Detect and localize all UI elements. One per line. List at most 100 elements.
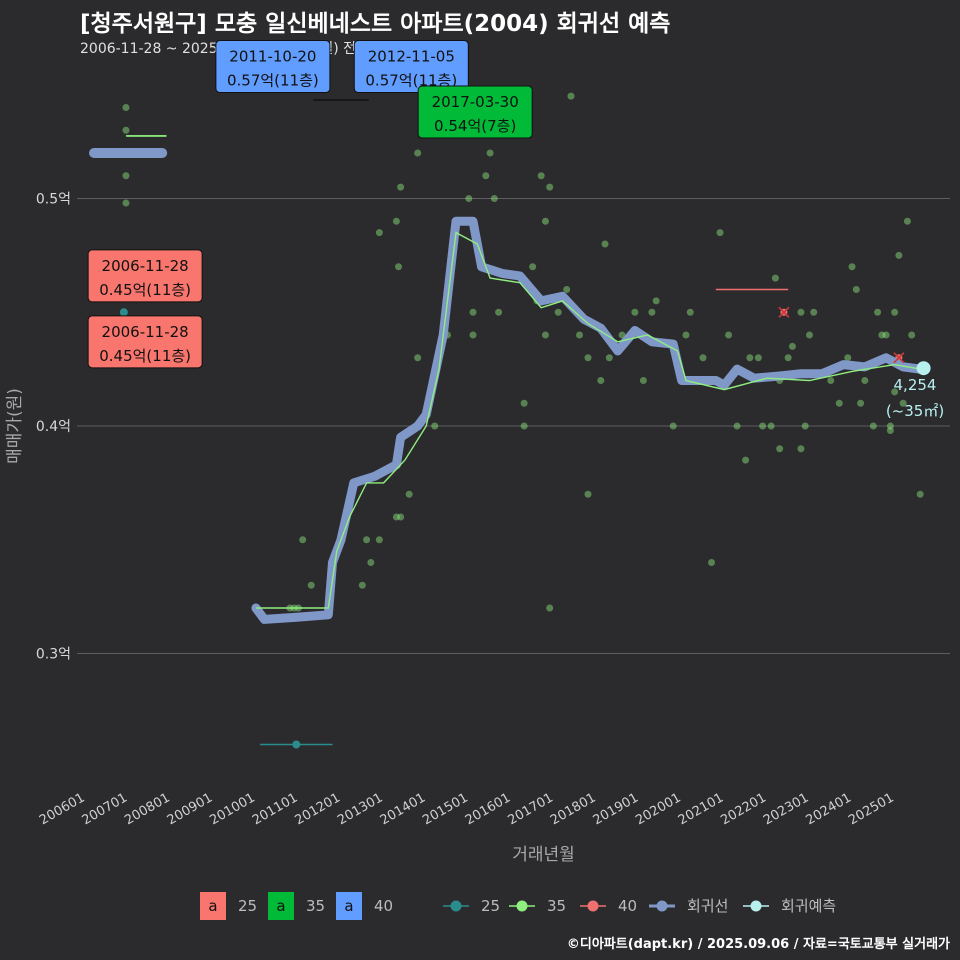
data-point-35 — [601, 240, 609, 248]
data-point-35 — [397, 183, 405, 191]
data-point-35 — [699, 354, 707, 362]
data-point-35 — [405, 490, 413, 498]
data-point-35 — [861, 377, 869, 384]
data-point-35 — [486, 149, 494, 157]
data-point-35 — [903, 217, 911, 225]
x-tick-label: 201501 — [420, 790, 470, 828]
data-point-35 — [882, 331, 890, 339]
data-point-35 — [891, 308, 899, 316]
data-marker-40 — [778, 306, 790, 318]
data-point-35 — [746, 354, 754, 362]
x-axis-title: 거래년월 — [512, 845, 575, 865]
annotation-price: 0.54억(7층) — [434, 117, 516, 135]
y-tick-label: 0.5억 — [36, 192, 71, 208]
legend-dot-25 — [450, 900, 462, 912]
x-tick-label: 202501 — [846, 790, 896, 828]
data-point-35 — [414, 149, 422, 157]
data-point-35 — [363, 536, 371, 544]
chart-title: [청주서원구] 모충 일신베네스트 아파트(2004) 회귀선 예측 — [80, 11, 671, 37]
data-point-35 — [576, 331, 584, 339]
trend-line-35 — [255, 231, 921, 609]
annotation-box-40: 2011-10-20 0.57억(11층) — [215, 40, 331, 94]
data-point-35 — [805, 331, 813, 339]
x-tick-label: 201201 — [293, 790, 343, 828]
legend-dot-40 — [587, 900, 599, 912]
data-point-35 — [916, 490, 924, 498]
data-point-35 — [788, 342, 796, 350]
data-point-35 — [392, 217, 400, 225]
data-point-35 — [895, 251, 903, 259]
legend-line-label: 회귀선 — [687, 897, 728, 915]
data-point-35 — [857, 399, 865, 407]
data-point-35 — [414, 354, 422, 362]
data-point-35 — [810, 308, 818, 316]
data-point-35 — [520, 422, 528, 430]
data-point-35 — [397, 513, 405, 521]
legend-key-box-35 — [268, 892, 294, 920]
x-tick-label: 200701 — [80, 790, 130, 828]
x-tick-label: 201001 — [207, 790, 257, 828]
data-point-35 — [541, 331, 549, 339]
y-tick-label: 0.3억 — [36, 647, 71, 663]
regression-line — [251, 216, 925, 624]
data-point-35 — [529, 263, 537, 271]
data-point-35 — [469, 331, 477, 339]
annotation-date: 2006-11-28 — [102, 257, 189, 275]
data-point-35 — [725, 331, 733, 339]
forecast-area-label: (~35㎡) — [886, 402, 944, 420]
annotation-date: 2011-10-20 — [229, 48, 316, 66]
legend-key-box-40 — [336, 892, 362, 920]
data-point-35 — [899, 399, 907, 407]
annotation-bg — [417, 85, 533, 139]
y-axis-title: 매매가(원) — [5, 388, 25, 464]
forecast-value-label: 4,254 — [894, 376, 937, 394]
legend-key-glyph: a — [344, 897, 353, 915]
data-point-35 — [307, 581, 315, 589]
data-point-25 — [119, 308, 128, 317]
annotation-bg — [215, 40, 331, 94]
annotation-date: 2006-11-28 — [102, 323, 189, 341]
legend-line-label: 회귀예측 — [781, 897, 836, 915]
data-point-35 — [759, 422, 767, 430]
annotation-price: 0.57억(11층) — [365, 72, 457, 90]
data-point-35 — [605, 354, 613, 362]
x-tick-label: 201101 — [250, 790, 300, 828]
data-point-35 — [869, 422, 877, 430]
chart-caption: ©디아파트(dapt.kr) / 2025.09.06 / 자료=국토교통부 실… — [566, 937, 950, 952]
data-point-35 — [465, 195, 473, 202]
annotation-bg — [353, 40, 469, 94]
data-point-35 — [122, 172, 130, 180]
data-point-35 — [367, 559, 375, 566]
annotation-price: 0.45억(11층) — [99, 281, 191, 299]
data-point-35 — [852, 286, 860, 293]
data-point-35 — [631, 308, 639, 316]
data-point-35 — [716, 229, 724, 237]
data-point-35 — [891, 388, 899, 396]
data-point-35 — [122, 199, 130, 207]
data-point-35 — [797, 308, 805, 316]
x-tick-label: 201901 — [591, 790, 641, 828]
data-point-35 — [648, 308, 656, 316]
data-point-35 — [584, 354, 592, 362]
data-point-35 — [886, 422, 894, 430]
data-point-35 — [639, 377, 647, 384]
annotation-box-40: 2012-11-05 0.57억(11층) — [353, 40, 469, 94]
data-point-25 — [292, 740, 301, 749]
x-tick-label: 200601 — [37, 790, 87, 828]
data-point-35 — [908, 331, 916, 339]
data-point-35 — [776, 445, 784, 453]
data-point-35 — [490, 195, 498, 202]
data-point-35 — [546, 604, 554, 612]
data-point-35 — [395, 263, 403, 271]
annotation-date: 2012-11-05 — [368, 48, 455, 66]
data-point-35 — [767, 422, 775, 430]
data-point-35 — [122, 104, 130, 111]
data-point-35 — [827, 377, 835, 384]
data-point-35 — [299, 536, 307, 544]
annotation-date: 2017-03-30 — [432, 93, 519, 111]
data-point-35 — [122, 126, 130, 134]
annotation-box-25: 2006-11-28 0.45억(11층) — [87, 249, 203, 303]
x-tick-label: 201301 — [335, 790, 385, 828]
x-tick-label: 200801 — [122, 790, 172, 828]
